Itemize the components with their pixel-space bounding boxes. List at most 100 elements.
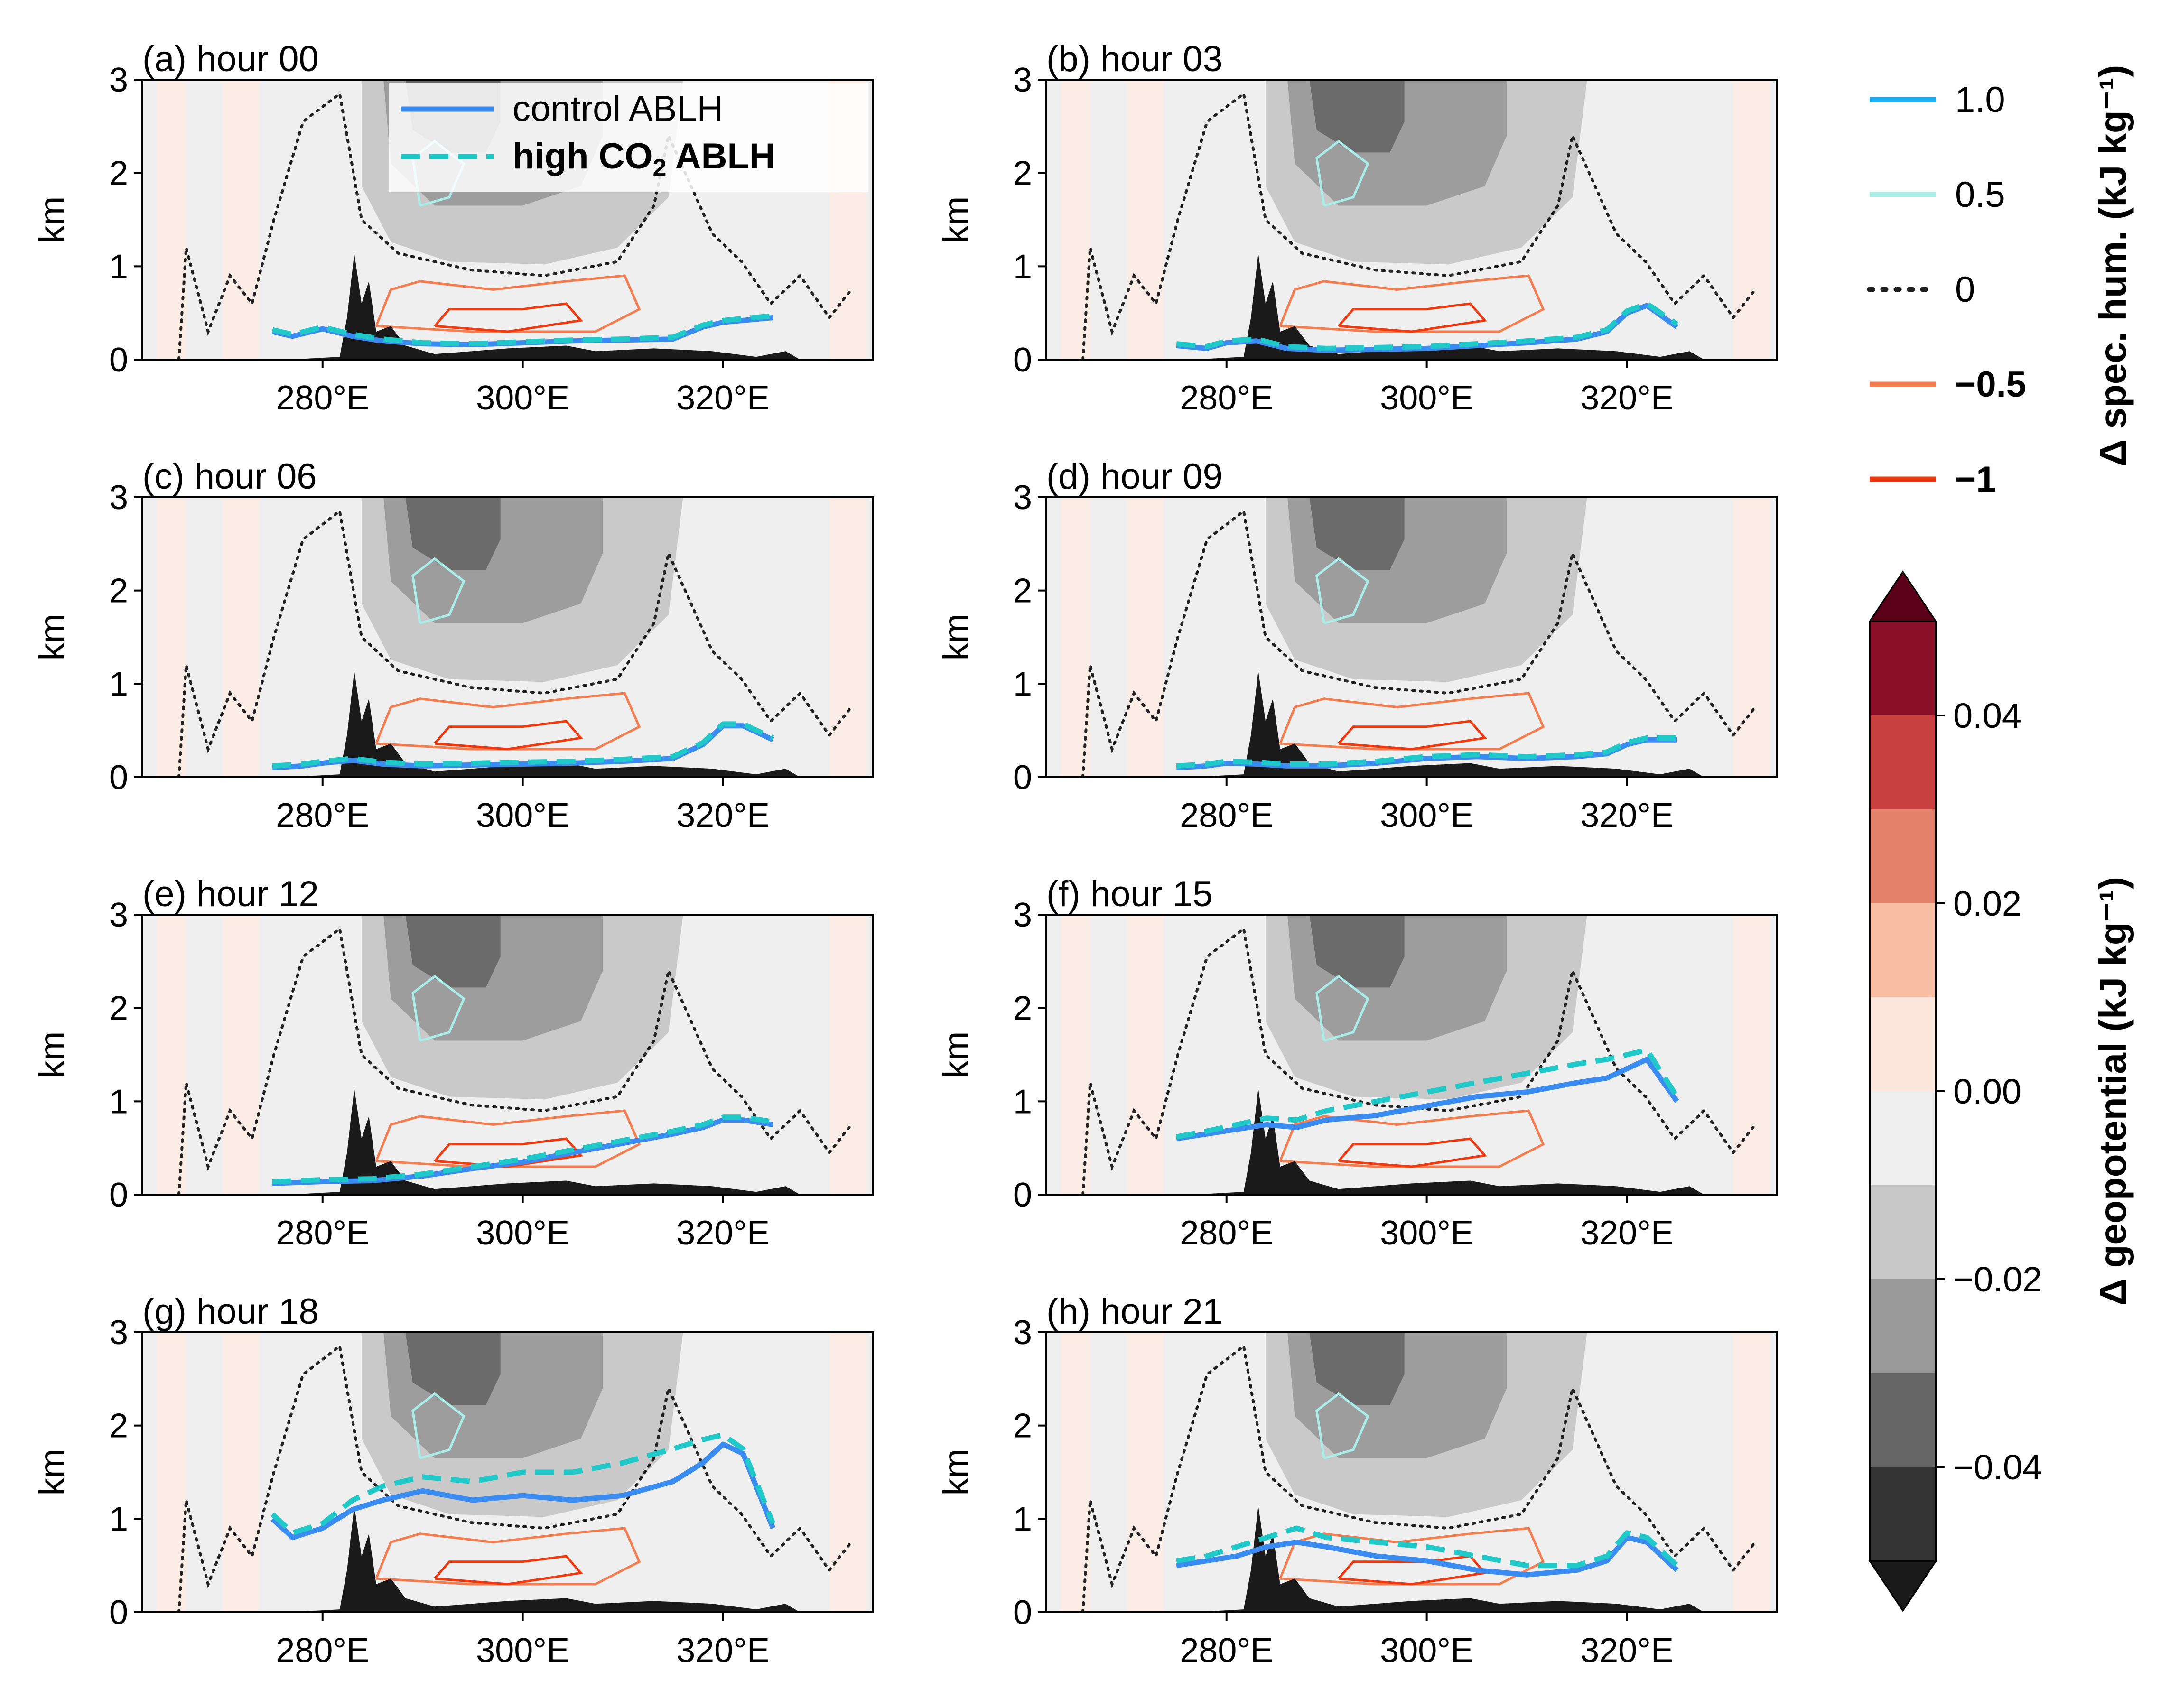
- colorbar-tick-label: 0.04: [1953, 696, 2021, 735]
- axes-frame: [1045, 496, 1778, 778]
- positive-geopotential-band: [1733, 1332, 1770, 1612]
- panel-title: (g) hour 18: [142, 1291, 319, 1332]
- colorbar-segment: [1870, 1185, 1936, 1279]
- y-tick-label: 2: [109, 990, 128, 1028]
- y-tick-label: 0: [109, 1594, 128, 1632]
- x-tick-label: 320°E: [1580, 1632, 1674, 1670]
- panel-title: (a) hour 00: [142, 39, 319, 79]
- colorbar-extend-high: [1868, 570, 1937, 622]
- positive-geopotential-band: [1127, 497, 1164, 777]
- zero-humidity-contour: [177, 509, 853, 777]
- humidity-contour-minus-half: [1279, 274, 1545, 333]
- x-tick-label: 300°E: [1380, 797, 1473, 835]
- zero-humidity-contour: [177, 926, 853, 1195]
- x-tick-label: 280°E: [276, 1632, 369, 1670]
- y-axis-label: km: [32, 614, 72, 661]
- positive-geopotential-band: [1061, 1332, 1090, 1612]
- humidity-contour-minus-half: [375, 692, 641, 751]
- colorbar-tick-label: −0.02: [1953, 1260, 2042, 1299]
- axes-frame: [1045, 914, 1778, 1196]
- plot-area: [142, 915, 873, 1195]
- series-line-high-co2-ablh: [1176, 1525, 1679, 1569]
- plot-area: [142, 1332, 873, 1612]
- y-tick-label: 0: [1013, 1176, 1032, 1214]
- y-tick-label: 2: [1013, 155, 1032, 193]
- plot-area: [1046, 80, 1777, 360]
- positive-geopotential-band: [1733, 915, 1770, 1195]
- plot-area: [1046, 915, 1777, 1195]
- positive-geopotential-band: [157, 80, 186, 360]
- y-axis-label: km: [32, 1031, 72, 1078]
- humidity-contour-minus-half: [375, 1527, 641, 1586]
- y-axis-label: km: [32, 1449, 72, 1496]
- positive-geopotential-band: [1127, 915, 1164, 1195]
- y-tick-label: 3: [109, 1314, 128, 1352]
- x-tick-label: 320°E: [676, 379, 770, 417]
- geopotential-contour-fill: [1309, 80, 1405, 153]
- positive-geopotential-band: [1127, 80, 1164, 360]
- series-line-control-ablh: [270, 1441, 776, 1541]
- y-axis-label: km: [936, 614, 976, 661]
- zero-humidity-contour: [1081, 91, 1757, 360]
- humidity-contour-half: [1315, 557, 1369, 624]
- humidity-legend-label: 1.0: [1955, 80, 2005, 120]
- y-tick-label: 3: [1013, 61, 1032, 99]
- x-tick-label: 300°E: [1380, 1214, 1473, 1252]
- humidity-contour-half: [1315, 1392, 1369, 1459]
- panel-h: 0 1 2 3 280°E 300°E 320°E km (h) hour 21: [936, 1291, 1778, 1670]
- y-axis-label: km: [936, 1449, 976, 1496]
- positive-geopotential-band: [223, 1332, 260, 1612]
- x-tick-label: 320°E: [676, 797, 770, 835]
- x-tick-label: 320°E: [676, 1214, 770, 1252]
- geopotential-contour-fill: [405, 1332, 501, 1405]
- x-tick-label: 320°E: [676, 1632, 770, 1670]
- legend-control-label: control ABLH: [512, 89, 723, 129]
- positive-geopotential-band: [1061, 497, 1090, 777]
- y-tick-label: 1: [109, 248, 128, 286]
- humidity-contour-minus-one: [1338, 302, 1487, 333]
- geopotential-contour-fill: [1309, 915, 1405, 988]
- x-tick-label: 300°E: [476, 379, 569, 417]
- panel-g: 0 1 2 3 280°E 300°E 320°E km (g) hour 18: [32, 1291, 874, 1670]
- colorbar-segment: [1870, 622, 1936, 715]
- colorbar-extend-low: [1868, 1560, 1937, 1612]
- y-axis-label: km: [936, 1031, 976, 1078]
- axes-frame: [141, 1331, 874, 1613]
- positive-geopotential-band: [829, 1332, 866, 1612]
- y-tick-label: 2: [109, 155, 128, 193]
- panel-title: (b) hour 03: [1046, 39, 1223, 79]
- y-tick-label: 3: [109, 896, 128, 934]
- y-tick-label: 1: [1013, 665, 1032, 703]
- panel-b: 0 1 2 3 280°E 300°E 320°E km (b) hour 03: [936, 39, 1778, 417]
- humidity-legend-label: −0.5: [1955, 364, 2026, 405]
- zero-humidity-contour: [1081, 1344, 1757, 1612]
- panel-title: (h) hour 21: [1046, 1291, 1223, 1332]
- series-line-high-co2-ablh: [272, 1114, 773, 1184]
- y-tick-label: 3: [1013, 896, 1032, 934]
- series-line-high-co2-ablh: [271, 313, 773, 347]
- x-tick-label: 280°E: [276, 379, 369, 417]
- geopotential-contour-fill: [1309, 497, 1405, 570]
- humidity-legend-title: Δ spec. hum. (kJ kg⁻¹): [2092, 65, 2134, 467]
- y-tick-label: 3: [1013, 1314, 1032, 1352]
- positive-geopotential-band: [157, 915, 186, 1195]
- colorbar-label: Δ geopotential (kJ kg⁻¹): [2092, 877, 2134, 1306]
- humidity-contour-minus-half: [375, 1109, 641, 1168]
- colorbar-segment: [1870, 997, 1936, 1091]
- y-tick-label: 0: [1013, 341, 1032, 379]
- axes-frame: [141, 79, 874, 361]
- x-tick-label: 280°E: [1180, 1214, 1273, 1252]
- colorbar-segment: [1870, 809, 1936, 903]
- y-tick-label: 3: [109, 479, 128, 517]
- legend-box: [389, 83, 868, 192]
- colorbar-tick-label: 0.02: [1953, 884, 2021, 923]
- humidity-contour-half: [1315, 139, 1369, 207]
- humidity-legend-label: −1: [1955, 459, 1996, 500]
- panel-title: (d) hour 09: [1046, 456, 1223, 497]
- x-tick-label: 280°E: [1180, 797, 1273, 835]
- panel-e: 0 1 2 3 280°E 300°E 320°E km (e) hour 12: [32, 874, 874, 1252]
- humidity-legend-label: 0.5: [1955, 175, 2005, 215]
- x-tick-label: 300°E: [1380, 1632, 1473, 1670]
- positive-geopotential-band: [1061, 915, 1090, 1195]
- colorbar-segment: [1870, 1373, 1936, 1467]
